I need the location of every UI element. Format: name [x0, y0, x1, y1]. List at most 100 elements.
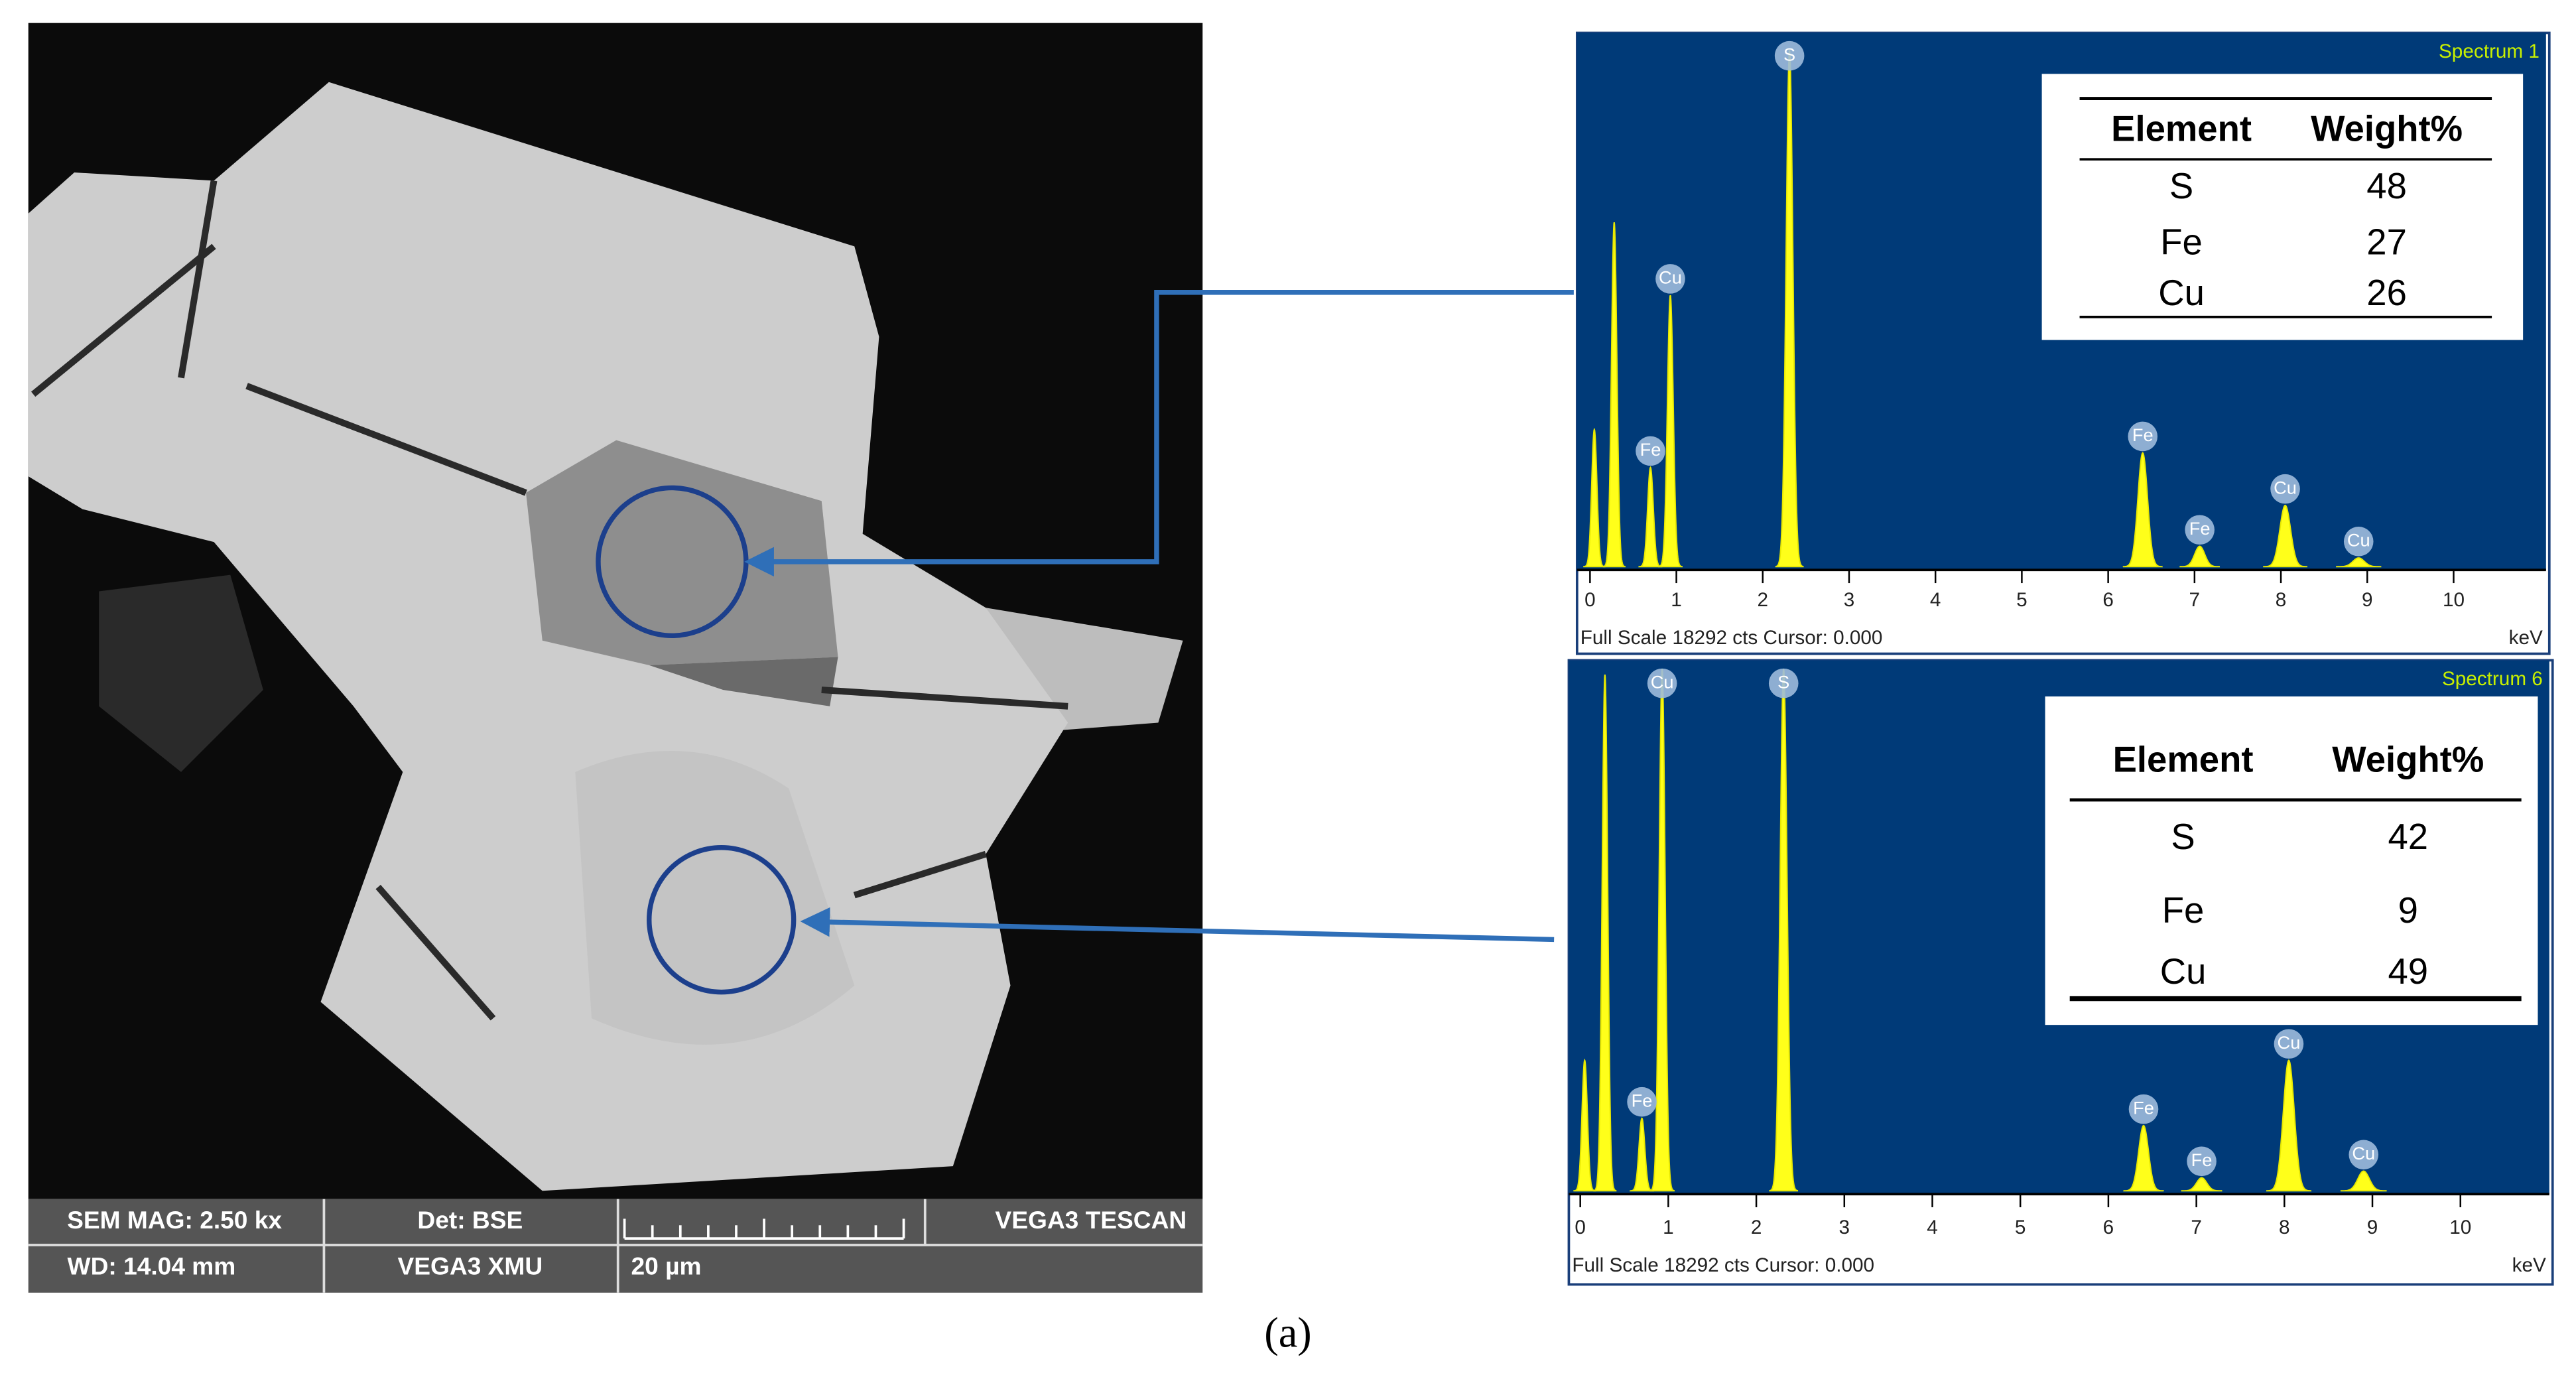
peak-label-badge [2185, 515, 2215, 545]
table-cell: 49 [2388, 951, 2429, 992]
peak-label: Fe [2133, 1097, 2154, 1118]
table-box [2045, 696, 2538, 1025]
peak-label: Fe [1632, 1090, 1653, 1110]
spectra: Fe Cu S Fe Fe Cu Cu 0 1 2 3 4 5 6 7 8 9 10 keV Full Scale 1… [1567, 31, 2554, 1286]
table-cell: 27 [2366, 222, 2407, 262]
peak-label-badge [1647, 668, 1677, 698]
scale-label: 20 µm [631, 1252, 702, 1280]
peak-label-badge [2349, 1140, 2379, 1170]
x-tick-label: 5 [2015, 1217, 2026, 1238]
scale-bar [623, 1218, 905, 1240]
peak-label: Cu [1651, 671, 1674, 692]
peak-label-badge [2270, 474, 2300, 504]
table-cell: S [2171, 817, 2195, 857]
peak [1630, 1117, 1654, 1192]
table-cell: 26 [2366, 273, 2407, 313]
detector: Det: BSE [417, 1206, 523, 1234]
working-distance: WD: 14.04 mm [68, 1252, 236, 1280]
peak [1593, 674, 1617, 1192]
peak-label-badge [2128, 1094, 2159, 1124]
x-tick-label: 9 [2362, 589, 2373, 611]
peak-label-badge [1774, 40, 1805, 71]
footer: Full Scale 18292 cts Cursor: 0.000 [1572, 1254, 1874, 1276]
x-unit: keV [2509, 627, 2543, 649]
peak-label: Cu [2347, 530, 2370, 551]
peak [1573, 1058, 1596, 1192]
spectrum-panel: Fe Cu S Fe Fe Cu Cu 0 1 2 3 4 5 6 7 8 9 10 keV Full Scale 1… [1567, 659, 2554, 1286]
peak-label: Fe [2191, 1150, 2213, 1170]
x-tick-label: 8 [2276, 589, 2287, 611]
info-bar-grid [28, 1199, 1203, 1293]
cracks [31, 180, 1068, 1021]
sem-image: SEM MAG: 2.50 kx Det: BSE VEGA3 TESCAN W… [28, 23, 1203, 1293]
table-cell: 42 [2388, 817, 2429, 857]
x-tick-label: 9 [2367, 1217, 2378, 1238]
peak [2266, 1059, 2311, 1192]
peak-label: Cu [2352, 1143, 2375, 1163]
table-cell: Fe [2160, 222, 2203, 262]
table-cell: Cu [2160, 951, 2207, 992]
table-cell: Fe [2162, 890, 2205, 931]
peak-label-badge [1627, 1087, 1657, 1117]
peak-label: Cu [2274, 477, 2297, 497]
x-tick-label: 7 [2191, 1217, 2202, 1238]
table-header: Weight% [2311, 108, 2463, 149]
x-tick-label: 10 [2443, 589, 2465, 611]
x-tick-label: 3 [1839, 1217, 1850, 1238]
caption: (a) [1264, 1309, 1311, 1356]
peak [2336, 557, 2382, 568]
peak [2263, 504, 2307, 568]
table-cell: 48 [2366, 166, 2407, 206]
sem-mag: SEM MAG: 2.50 kx [67, 1206, 282, 1234]
table-cell: Cu [2158, 273, 2205, 313]
crystal-zone [575, 750, 855, 1045]
inclusion [526, 440, 838, 665]
peak-label: S [1783, 44, 1795, 64]
peak-label-badge [1768, 668, 1799, 698]
table-header: Element [2111, 108, 2252, 149]
table-cell: S [2169, 166, 2193, 206]
spectrum-title: Spectrum 1 [2439, 40, 2540, 62]
peak-label: Fe [2189, 518, 2211, 539]
footer: Full Scale 18292 cts Cursor: 0.000 [1580, 627, 1883, 649]
peak [1638, 466, 1663, 568]
x-tick-label: 0 [1575, 1217, 1586, 1238]
peak [2340, 1170, 2387, 1192]
peak-label: S [1777, 671, 1789, 692]
peak-label: Fe [1640, 439, 1661, 460]
peak [2179, 545, 2221, 568]
x-tick-label: 3 [1844, 589, 1855, 611]
inclusion-fracture [649, 657, 838, 706]
peak [2123, 1124, 2164, 1192]
x-tick-label: 4 [1927, 1217, 1938, 1238]
arrow [744, 290, 1574, 577]
analysis-spot [647, 845, 797, 995]
debris [99, 574, 263, 772]
table-box [2041, 74, 2524, 340]
x-tick-label: 5 [2016, 589, 2028, 611]
x-tick-label: 1 [1671, 589, 1682, 611]
peak-label-badge [2343, 527, 2374, 557]
peak [2122, 452, 2163, 568]
brand: VEGA3 TESCAN [995, 1206, 1187, 1234]
peak-label-badge [1655, 264, 1685, 294]
peak [1657, 295, 1683, 568]
x-tick-label: 0 [1584, 589, 1596, 611]
x-tick-label: 4 [1930, 589, 1941, 611]
spectrum-title: Spectrum 6 [2442, 668, 2543, 690]
table-header: Element [2113, 739, 2254, 779]
x-unit: keV [2512, 1254, 2546, 1276]
arrow [800, 907, 1555, 943]
table-cell: 9 [2398, 890, 2418, 931]
x-tick-label: 2 [1751, 1217, 1762, 1238]
model: VEGA3 XMU [397, 1252, 543, 1280]
table-header: Weight% [2332, 739, 2484, 779]
peak-label: Cu [1659, 267, 1682, 288]
x-tick-label: 6 [2103, 1217, 2114, 1238]
x-tick-label: 6 [2102, 589, 2114, 611]
peak-label: Cu [2278, 1032, 2301, 1053]
x-tick-label: 10 [2449, 1217, 2471, 1238]
spectrum-panel: Fe Cu S Fe Fe Cu Cu 0 1 2 3 4 5 6 7 8 9 10 keV Full Scale 1… [1575, 31, 2551, 655]
